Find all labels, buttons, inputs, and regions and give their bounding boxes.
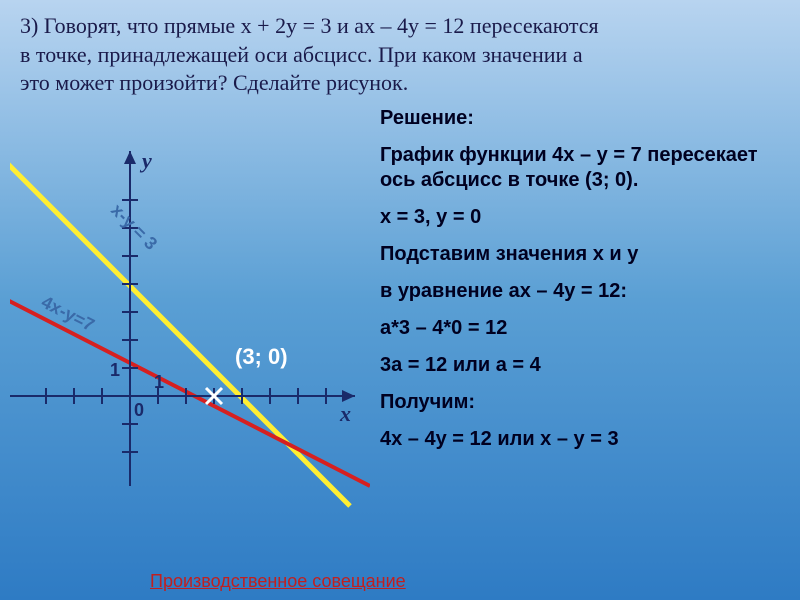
solution-step: 3a = 12 или a = 4 [380, 353, 790, 378]
solution-step: Подставим значения x и y [380, 242, 790, 267]
solution-step: x = 3, y = 0 [380, 205, 790, 230]
line2-label: 4x-y=7 [38, 292, 97, 335]
solution-step: График функции 4x – y = 7 пересекает ось… [380, 143, 790, 193]
point-label: (3; 0) [235, 344, 288, 369]
solution-panel: Решение: График функции 4x – y = 7 перес… [370, 106, 790, 526]
x-axis-label: x [339, 401, 351, 426]
y-axis-arrow [124, 151, 136, 164]
solution-heading: Решение: [380, 106, 790, 131]
solution-step: 4x – 4y = 12 или x – y = 3 [380, 427, 790, 452]
footer-link[interactable]: Производственное совещание [150, 571, 406, 592]
origin-label: 0 [134, 400, 144, 420]
y-axis-label: y [139, 148, 152, 173]
problem-line: в точке, принадлежащей оси абсцисс. При … [20, 41, 780, 70]
solution-step: a*3 – 4*0 = 12 [380, 316, 790, 341]
problem-line: 3) Говорят, что прямые x + 2y = 3 и ax –… [20, 12, 780, 41]
x-tick-1: 1 [154, 372, 164, 392]
y-tick-1: 1 [110, 360, 120, 380]
line1-label: x-y = 3 [107, 199, 161, 253]
graph-svg: y x 0 1 1 x-y = 3 4x-y=7 (3; 0) [10, 106, 370, 536]
solution-step: в уравнение ax – 4y = 12: [380, 279, 790, 304]
solution-step: Получим: [380, 390, 790, 415]
graph-panel: y x 0 1 1 x-y = 3 4x-y=7 (3; 0) [10, 106, 370, 526]
problem-statement: 3) Говорят, что прямые x + 2y = 3 и ax –… [0, 0, 800, 106]
problem-line: это может произойти? Сделайте рисунок. [20, 69, 780, 98]
